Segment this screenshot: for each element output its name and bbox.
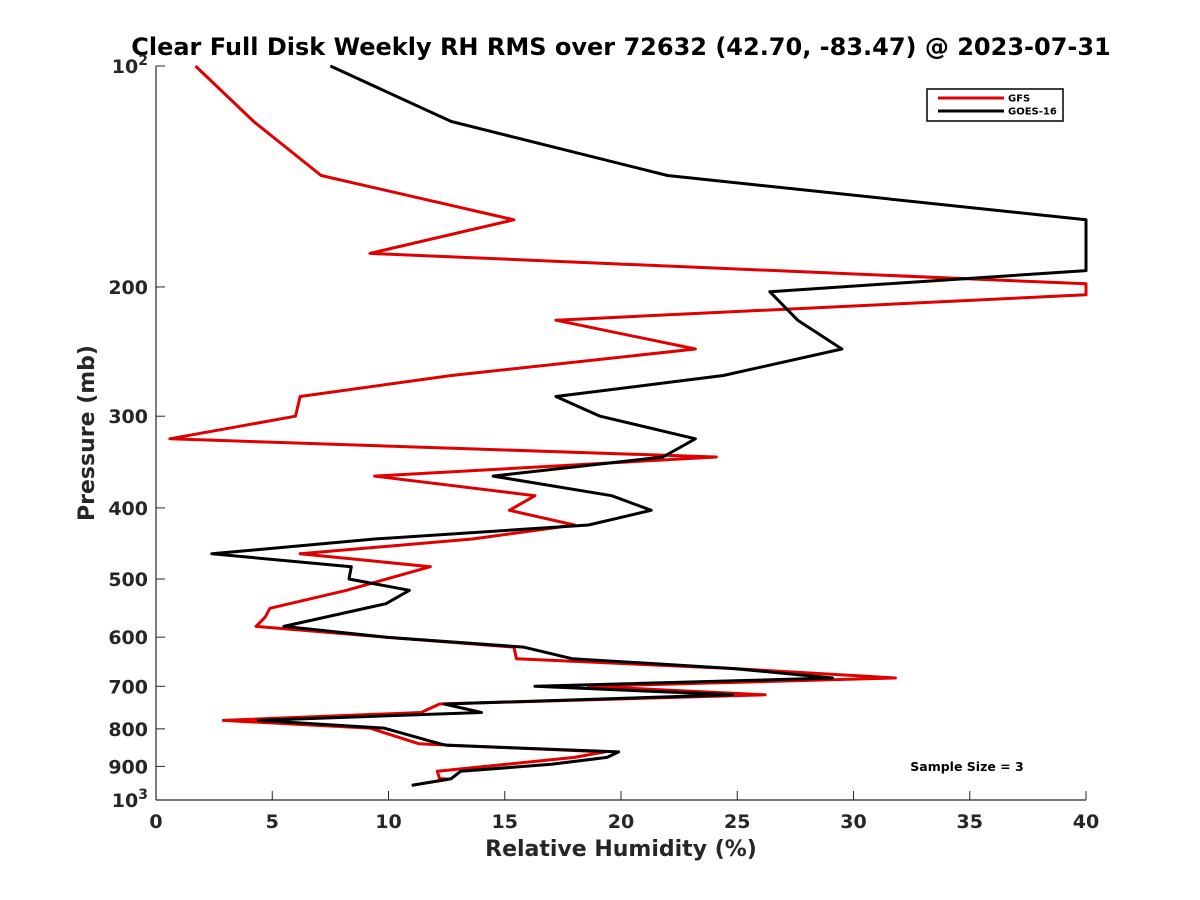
y-tick-label: 500 <box>108 569 148 591</box>
y-axis-label: Pressure (mb) <box>75 345 100 521</box>
x-axis-label: Relative Humidity (%) <box>485 837 757 862</box>
x-tick-label: 0 <box>149 811 162 833</box>
legend: GFS GOES-16 <box>926 88 1064 122</box>
x-tick-label: 5 <box>266 811 279 833</box>
x-tick-label: 10 <box>375 811 401 833</box>
chart-title: Clear Full Disk Weekly RH RMS over 72632… <box>131 33 1111 61</box>
legend-box <box>926 88 1064 122</box>
y-tick-label: 103 <box>112 787 148 812</box>
y-tick-label: 300 <box>108 406 148 428</box>
y-tick-label: 700 <box>108 676 148 698</box>
y-tick-label: 400 <box>108 498 148 520</box>
y-tick-label: 200 <box>108 277 148 299</box>
plot-axes: 0 5 10 15 20 25 30 35 40 102 200 300 400 500 600 700 800… <box>108 53 1099 833</box>
y-tick-label: 600 <box>108 627 148 649</box>
y-tick-label: 102 <box>112 53 148 78</box>
x-tick-label: 40 <box>1073 811 1099 833</box>
y-tick-label: 900 <box>108 756 148 778</box>
x-tick-label: 25 <box>724 811 750 833</box>
x-tick-label: 30 <box>840 811 866 833</box>
legend-label-goes-16: GOES-16 <box>1008 107 1057 118</box>
x-tick-label: 15 <box>492 811 518 833</box>
x-tick-label: 20 <box>608 811 634 833</box>
series-line-goes-16 <box>210 64 1088 787</box>
x-tick-label: 35 <box>957 811 983 833</box>
sample-size-annotation: Sample Size = 3 <box>910 759 1023 774</box>
series-line-gfs <box>168 64 1088 787</box>
y-tick-label: 800 <box>108 719 148 741</box>
series-lines <box>168 64 1088 787</box>
legend-label-gfs: GFS <box>1008 94 1030 105</box>
